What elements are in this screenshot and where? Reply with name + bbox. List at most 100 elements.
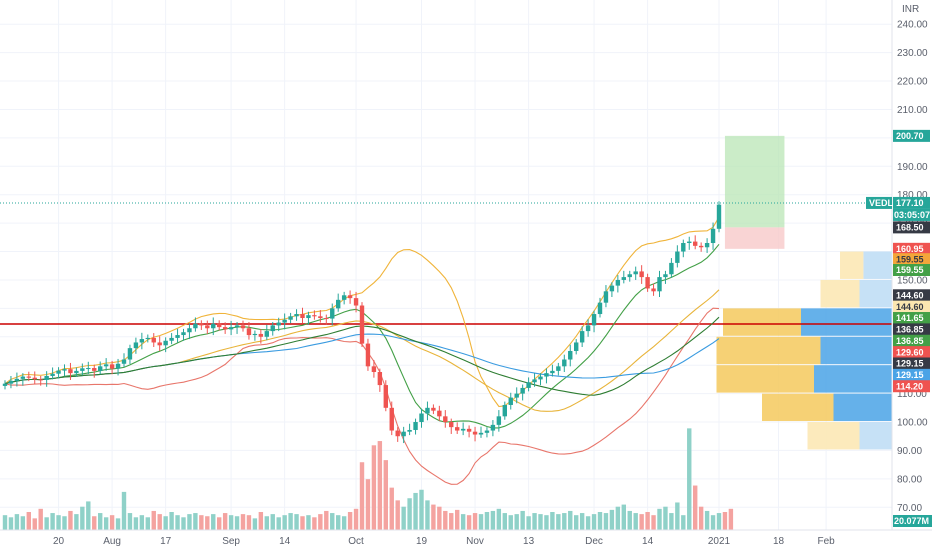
candle-body bbox=[187, 328, 192, 333]
candle-body bbox=[318, 316, 323, 319]
candle-body bbox=[716, 204, 722, 229]
candle-body bbox=[484, 430, 490, 433]
target-zone[interactable] bbox=[724, 135, 785, 228]
y-tick-label: 80.00 bbox=[897, 474, 922, 485]
candle-body bbox=[306, 315, 311, 319]
volume-bar bbox=[14, 514, 20, 530]
candle-body bbox=[585, 325, 591, 332]
volume-profile-down bbox=[820, 336, 892, 365]
candle-body bbox=[591, 314, 597, 326]
candle-body bbox=[347, 295, 353, 299]
candle-body bbox=[633, 271, 638, 275]
volume-bar bbox=[74, 514, 79, 530]
candle-body bbox=[175, 335, 180, 338]
x-tick-label: 18 bbox=[773, 536, 785, 547]
candle-body bbox=[62, 369, 67, 371]
candle-body bbox=[38, 379, 43, 381]
volume-bar bbox=[669, 513, 674, 530]
volume-bar bbox=[401, 506, 406, 530]
volume-bar bbox=[115, 518, 121, 530]
stop-zone[interactable] bbox=[724, 227, 785, 249]
volume-profile-up bbox=[716, 365, 814, 393]
candle-body bbox=[169, 337, 174, 341]
volume-bar bbox=[133, 517, 139, 530]
volume-bar bbox=[222, 513, 228, 530]
volume-tag-text: 20.077M bbox=[894, 516, 929, 526]
volume-bar bbox=[419, 489, 424, 530]
symbol-text: VEDL bbox=[869, 198, 894, 208]
candle-body bbox=[621, 277, 626, 280]
candle-body bbox=[270, 325, 275, 332]
candle-body bbox=[663, 274, 668, 278]
volume-bar bbox=[217, 517, 222, 530]
candle-body bbox=[103, 364, 109, 367]
volume-bar bbox=[264, 516, 269, 530]
candle-body bbox=[276, 322, 281, 326]
candle-body bbox=[353, 298, 359, 306]
candle-body bbox=[246, 328, 252, 336]
volume-bar bbox=[163, 516, 168, 530]
volume-bar bbox=[716, 513, 722, 530]
long-position-tool[interactable] bbox=[724, 135, 785, 249]
volume-bar bbox=[413, 492, 418, 530]
volume-bar bbox=[579, 513, 585, 530]
candle-body bbox=[514, 393, 519, 398]
candle-body bbox=[425, 407, 430, 414]
candle-body bbox=[615, 279, 621, 286]
price-tag-current: 177.10 bbox=[893, 196, 930, 209]
price-tag-lightyellow: 144.60 bbox=[893, 300, 930, 313]
volume-bar bbox=[710, 515, 716, 530]
volume-bar bbox=[568, 510, 573, 530]
candle-body bbox=[395, 430, 400, 437]
candle-body bbox=[80, 368, 85, 371]
candle-body bbox=[550, 370, 555, 374]
time-axis[interactable]: 20 Aug 17 Sep 14 Oct 19 Nov 13 Dec 14 2021 18 Feb bbox=[0, 529, 932, 547]
price-tag-text: 177.10 bbox=[896, 198, 924, 208]
price-tag-dark: 129.15 bbox=[893, 357, 930, 370]
candle-body bbox=[568, 350, 573, 360]
candle-body bbox=[330, 308, 335, 319]
candle-body bbox=[407, 429, 412, 432]
volume-bar bbox=[246, 515, 252, 530]
volume-bar bbox=[175, 515, 180, 530]
countdown-text: 03:05:07 bbox=[894, 210, 930, 220]
candle-body bbox=[508, 397, 513, 405]
candle-body bbox=[490, 424, 496, 431]
volume-bars bbox=[2, 428, 734, 530]
volume-bar bbox=[56, 515, 61, 530]
candle-body bbox=[205, 325, 210, 329]
candle-body bbox=[365, 343, 371, 367]
volume-profile-up bbox=[820, 279, 860, 308]
volume-bar bbox=[193, 513, 198, 530]
x-tick-label: 13 bbox=[523, 536, 535, 547]
volume-bar bbox=[478, 514, 484, 530]
candle-body bbox=[502, 404, 507, 417]
volume-bar bbox=[639, 514, 644, 530]
candle-body bbox=[56, 370, 61, 374]
volume-bar bbox=[615, 506, 621, 530]
volume-bar bbox=[550, 512, 555, 530]
volume-bar bbox=[663, 506, 668, 530]
volume-bar bbox=[121, 491, 127, 530]
candle-body bbox=[324, 318, 329, 320]
volume-bar bbox=[627, 510, 632, 530]
candle-body bbox=[133, 342, 139, 349]
volume-bar bbox=[544, 515, 549, 530]
candle-body bbox=[109, 364, 115, 369]
candle-body bbox=[627, 274, 632, 278]
x-tick-label: Nov bbox=[466, 536, 484, 547]
price-tag-green: 141.65 bbox=[893, 312, 930, 325]
price-tag-blue: 129.15 bbox=[893, 368, 930, 381]
price-tag-red: 114.20 bbox=[893, 380, 930, 393]
volume-bar bbox=[645, 512, 650, 530]
candle-body bbox=[401, 431, 406, 437]
candle-body bbox=[264, 331, 269, 337]
volume-bar bbox=[228, 515, 234, 530]
x-tick-label: Feb bbox=[817, 536, 835, 547]
volume-bar bbox=[2, 515, 8, 530]
volume-bar bbox=[425, 500, 430, 530]
volume-bar bbox=[127, 513, 133, 530]
candle-body bbox=[383, 385, 388, 408]
volume-bar bbox=[520, 510, 525, 530]
